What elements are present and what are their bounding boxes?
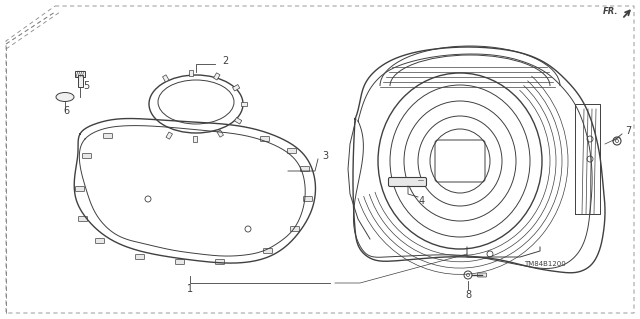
FancyBboxPatch shape [175, 259, 184, 264]
Ellipse shape [56, 93, 74, 101]
Text: 5: 5 [83, 81, 89, 91]
FancyBboxPatch shape [287, 149, 296, 153]
Bar [163, 75, 169, 82]
FancyBboxPatch shape [260, 137, 269, 142]
Bar [75, 71, 85, 77]
FancyBboxPatch shape [136, 255, 145, 259]
Bar [214, 73, 220, 80]
FancyBboxPatch shape [388, 177, 426, 187]
Text: FR.: FR. [602, 8, 618, 17]
Bar [166, 132, 172, 139]
FancyBboxPatch shape [216, 259, 225, 264]
FancyBboxPatch shape [303, 197, 312, 202]
Text: 7: 7 [625, 126, 631, 136]
Bar [189, 70, 193, 76]
FancyBboxPatch shape [76, 187, 84, 191]
FancyBboxPatch shape [291, 226, 300, 232]
Text: 8: 8 [465, 290, 471, 300]
Text: TM84B1200: TM84B1200 [524, 261, 566, 267]
FancyBboxPatch shape [79, 217, 88, 221]
Bar [193, 136, 197, 142]
Bar [78, 75, 83, 87]
Text: 1: 1 [187, 284, 193, 294]
FancyBboxPatch shape [95, 239, 104, 243]
Bar [217, 130, 223, 137]
Text: 3: 3 [322, 151, 328, 161]
Text: 2: 2 [222, 56, 228, 66]
Bar [241, 102, 247, 106]
Bar [232, 85, 240, 91]
Text: 6: 6 [63, 106, 69, 116]
FancyBboxPatch shape [301, 167, 310, 172]
FancyBboxPatch shape [477, 273, 486, 277]
FancyBboxPatch shape [104, 133, 113, 138]
FancyBboxPatch shape [83, 153, 92, 159]
FancyBboxPatch shape [264, 249, 273, 254]
Bar [235, 117, 242, 124]
Text: 4: 4 [419, 196, 425, 206]
